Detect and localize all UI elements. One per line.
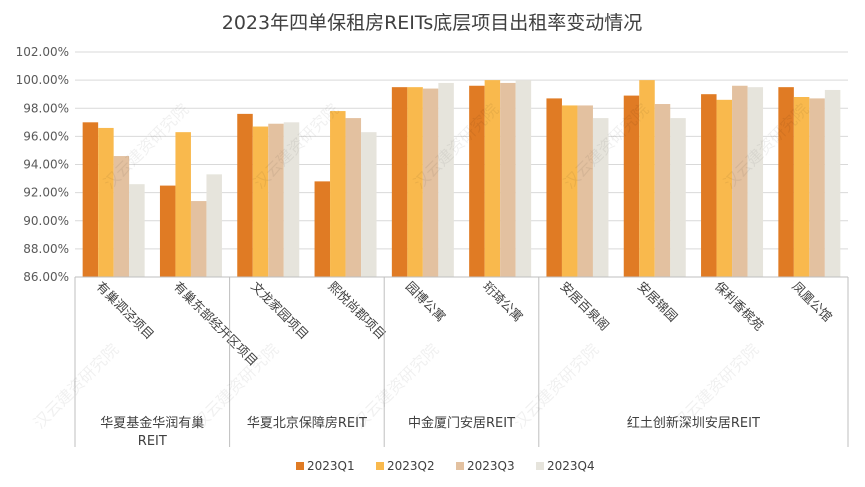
bar-2023Q4-3 (361, 132, 377, 277)
y-tick-label: 86.00% (23, 270, 69, 284)
bar-2023Q4-2 (283, 122, 300, 277)
bar-2023Q2-9 (793, 97, 810, 277)
bar-2023Q2-1 (175, 132, 191, 277)
bar-2023Q2-4 (407, 87, 423, 277)
bar-2023Q2-6 (561, 105, 578, 277)
y-axis-ticks: 86.00% 88.00% 90.00% 92.00% 94.00% 96.00% 98.0… (16, 45, 69, 284)
bar-2023Q4-8 (747, 87, 764, 277)
bar-2023Q4-5 (515, 80, 532, 277)
category-label: 文龙家园项目 (248, 279, 312, 343)
bar-2023Q1-5 (469, 85, 485, 277)
bar-2023Q1-6 (546, 98, 562, 277)
category-label: 安居百泉阁 (557, 279, 612, 334)
legend-swatch (296, 462, 304, 470)
bar-2023Q1-0 (82, 122, 99, 277)
bar-2023Q3-4 (422, 88, 439, 277)
bar-2023Q3-8 (732, 85, 748, 277)
group-label: 华夏北京保障房REIT (247, 415, 367, 431)
legend: 2023Q1 2023Q2 2023Q3 2023Q4 (296, 459, 595, 473)
category-label: 有巢泗泾项目 (94, 279, 158, 343)
y-tick-label: 90.00% (23, 214, 69, 228)
bar-2023Q1-1 (159, 185, 176, 277)
chart-title: 2023年四单保租房REITs底层项目出租率变动情况 (222, 12, 643, 34)
bar-2023Q4-1 (206, 174, 222, 277)
group-label-line2: REIT (138, 434, 167, 449)
category-label: 有巢东部经开区项目 (171, 279, 261, 369)
legend-label: 2023Q4 (547, 459, 595, 473)
y-tick-label: 92.00% (23, 186, 69, 200)
y-tick-label: 94.00% (23, 158, 69, 172)
category-label: 凤凰公馆 (789, 279, 835, 325)
legend-swatch (536, 462, 544, 470)
bar-2023Q1-8 (701, 94, 717, 277)
category-label: 园博公寓 (403, 279, 449, 325)
bar-2023Q4-9 (824, 89, 841, 277)
bar-2023Q4-7 (670, 118, 686, 277)
bar-2023Q2-7 (639, 80, 655, 277)
category-label: 保利香槟苑 (712, 279, 767, 334)
y-tick-label: 100.00% (16, 73, 69, 87)
bar-2023Q3-5 (500, 82, 516, 277)
legend-label: 2023Q2 (387, 459, 435, 473)
bar-2023Q4-4 (438, 82, 454, 277)
bar-2023Q4-6 (592, 118, 609, 277)
bar-2023Q3-9 (809, 98, 825, 277)
legend-swatch (376, 462, 384, 470)
legend-label: 2023Q1 (307, 459, 355, 473)
bars (82, 80, 841, 277)
bar-2023Q2-0 (98, 127, 114, 277)
bar-2023Q3-1 (190, 201, 207, 277)
bar-2023Q4-0 (129, 184, 145, 277)
y-tick-label: 102.00% (16, 45, 69, 59)
bar-2023Q2-2 (252, 126, 269, 277)
bar-2023Q2-5 (484, 80, 501, 277)
y-tick-label: 88.00% (23, 242, 69, 256)
bar-2023Q1-3 (314, 181, 331, 277)
legend-swatch (456, 462, 464, 470)
bar-2023Q3-3 (345, 118, 362, 277)
y-tick-label: 96.00% (23, 129, 69, 143)
y-tick-label: 98.00% (23, 101, 69, 115)
bar-2023Q3-7 (654, 104, 671, 277)
bar-2023Q3-2 (268, 123, 284, 277)
watermark: 汉云建资研究院 (510, 340, 603, 433)
group-label: 中金厦门安居REIT (408, 415, 515, 431)
bar-2023Q1-2 (237, 113, 253, 277)
bar-2023Q1-9 (778, 87, 794, 277)
bar-2023Q3-6 (577, 105, 593, 277)
group-label-line1: 华夏基金华润有巢 (100, 415, 204, 431)
bar-2023Q1-4 (391, 87, 408, 277)
bar-2023Q2-3 (330, 111, 346, 277)
group-label: 红土创新深圳安居REIT (627, 415, 760, 431)
category-label: 珩琦公寓 (480, 279, 526, 325)
bar-2023Q1-7 (623, 95, 640, 277)
category-label: 熙悦尚郡项目 (325, 279, 389, 343)
category-label: 安居锦园 (635, 279, 681, 325)
bar-2023Q2-8 (716, 99, 733, 277)
legend-label: 2023Q3 (467, 459, 515, 473)
bar-2023Q3-0 (113, 156, 130, 277)
